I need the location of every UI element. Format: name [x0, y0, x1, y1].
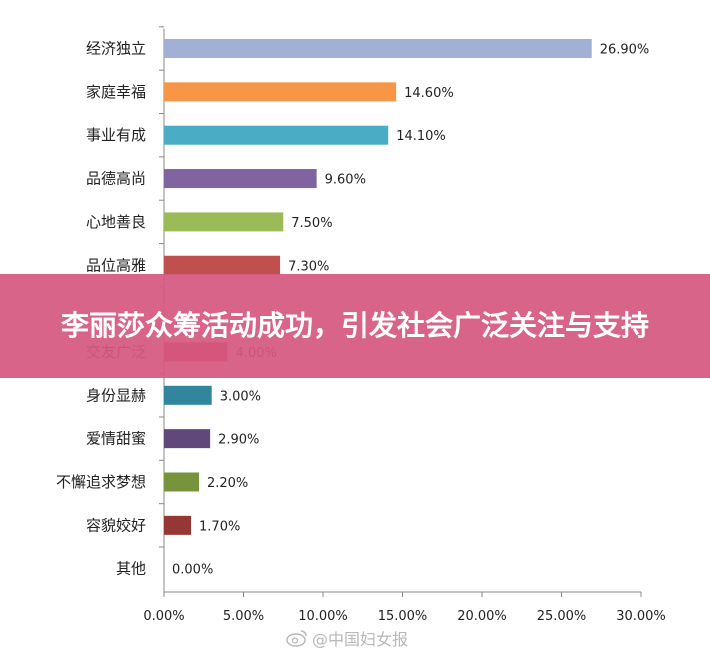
data-label: 26.90% — [600, 43, 650, 58]
data-label: 14.60% — [404, 86, 454, 101]
x-tick-label: 10.00% — [298, 609, 348, 624]
data-label: 1.70% — [199, 519, 240, 534]
x-tick-label: 15.00% — [378, 609, 428, 624]
x-tick-label: 5.00% — [223, 609, 264, 624]
category-label: 身份显赫 — [86, 386, 146, 404]
category-label: 事业有成 — [86, 126, 146, 144]
data-label: 14.10% — [396, 129, 446, 144]
category-label: 经济独立 — [86, 40, 146, 58]
x-tick-label: 0.00% — [143, 609, 184, 624]
data-label: 2.20% — [207, 476, 248, 491]
headline-text: 李丽莎众筹活动成功，引发社会广泛关注与支持 — [60, 309, 649, 342]
x-tick-label: 25.00% — [537, 609, 587, 624]
data-label: 9.60% — [325, 173, 366, 188]
x-tick-label: 30.00% — [616, 609, 666, 624]
category-label: 家庭幸福 — [86, 83, 146, 101]
bar — [164, 515, 192, 535]
watermark-text: @中国妇女报 — [312, 630, 409, 649]
bar — [164, 472, 199, 492]
bar — [164, 429, 211, 449]
category-label: 心地善良 — [86, 213, 146, 231]
category-label: 其他 — [116, 560, 146, 578]
x-tick-label: 20.00% — [457, 609, 507, 624]
category-label: 品德高尚 — [86, 170, 146, 188]
data-label: 3.00% — [220, 389, 261, 404]
data-label: 7.50% — [291, 216, 332, 231]
bar — [164, 255, 281, 275]
category-label: 品位高雅 — [86, 256, 146, 274]
category-label: 爱情甜蜜 — [86, 430, 146, 448]
data-label: 7.30% — [288, 259, 329, 274]
bar — [164, 82, 397, 102]
bar — [164, 212, 284, 232]
bar — [164, 169, 317, 189]
data-label: 0.00% — [172, 563, 213, 578]
headline-banner: 李丽莎众筹活动成功，引发社会广泛关注与支持 — [0, 274, 710, 378]
weibo-icon — [286, 630, 307, 647]
category-label: 不懈追求梦想 — [56, 473, 146, 491]
category-label: 容貌姣好 — [86, 516, 146, 534]
bar — [164, 39, 592, 58]
data-label: 2.90% — [218, 433, 259, 448]
bar — [164, 385, 212, 405]
bar — [164, 125, 389, 145]
watermark: @中国妇女报 — [286, 626, 408, 650]
